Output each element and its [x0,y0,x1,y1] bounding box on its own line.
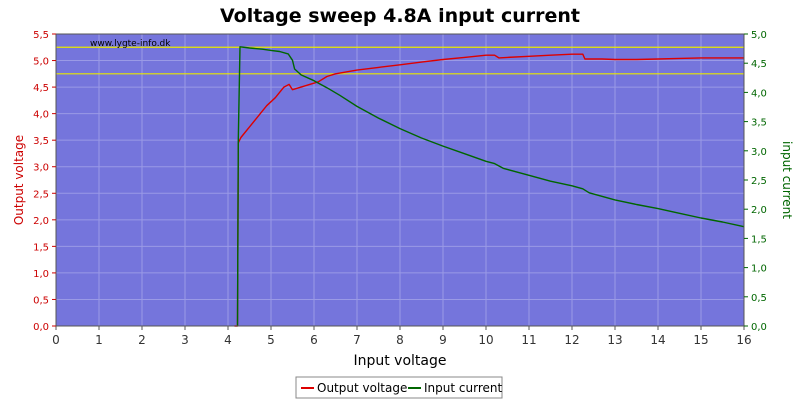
left-tick-label: 3,0 [33,163,49,174]
right-axis-ticks: 0,0 0,5 1,0 1,5 2,0 2,5 3,0 3,5 4,0 4,5 5,0 [744,30,767,333]
x-tick-label: 11 [521,333,536,347]
legend: Output voltage Input current [295,376,503,399]
x-tick-label: 16 [736,333,751,347]
legend-label-output-voltage: Output voltage [317,381,407,395]
right-tick-label: 2,5 [751,176,767,187]
left-axis-ticks: 0,0 0,5 1,0 1,5 2,0 2,5 3,0 3,5 4,0 4,5 5,0 5,5 [33,30,56,333]
x-axis-ticks: 0 1 2 3 4 5 6 7 8 9 10 11 12 13 14 15 16 [52,326,752,347]
x-tick-label: 13 [607,333,622,347]
watermark-text: www.lygte-info.dk [90,39,171,49]
right-tick-label: 3,0 [751,147,767,158]
x-tick-label: 12 [564,333,579,347]
x-tick-label: 1 [95,333,103,347]
series-line-input-current [236,46,745,327]
x-tick-label: 0 [52,333,60,347]
left-tick-label: 2,0 [33,216,49,227]
left-tick-label: 0,5 [33,295,49,306]
right-tick-label: 4,5 [751,59,767,70]
right-tick-label: 5,0 [751,30,767,41]
grid-lines [55,33,745,327]
right-tick-label: 0,5 [751,293,767,304]
x-tick-label: 9 [439,333,447,347]
left-tick-label: 4,0 [33,110,49,121]
x-tick-label: 4 [224,333,232,347]
right-tick-label: 4,0 [751,88,767,99]
x-tick-label: 3 [181,333,189,347]
right-tick-label: 2,0 [751,205,767,216]
left-axis-title: Output voltage [12,135,26,225]
legend-box [295,376,503,399]
left-tick-label: 3,5 [33,136,49,147]
left-tick-label: 4,5 [33,83,49,94]
chart-title: Voltage sweep 4.8A input current [220,5,580,27]
left-tick-label: 5,0 [33,57,49,68]
x-tick-label: 10 [478,333,493,347]
x-tick-label: 15 [693,333,708,347]
x-tick-label: 7 [353,333,361,347]
left-tick-label: 0,0 [33,322,49,333]
x-tick-label: 8 [396,333,404,347]
right-axis-title: input current [780,141,794,219]
right-tick-label: 3,5 [751,118,767,129]
left-tick-label: 2,5 [33,189,49,200]
x-axis-title: Input voltage [353,353,446,369]
right-tick-label: 1,5 [751,234,767,245]
right-tick-label: 1,0 [751,264,767,275]
reference-lines [56,46,744,75]
x-tick-label: 14 [650,333,665,347]
x-tick-label: 6 [310,333,318,347]
left-tick-label: 1,5 [33,242,49,253]
x-tick-label: 2 [138,333,146,347]
left-tick-label: 1,0 [33,269,49,280]
x-tick-label: 5 [267,333,275,347]
left-tick-label: 5,5 [33,30,49,41]
series-line-output-voltage [234,53,744,327]
series-lines [234,46,745,327]
legend-label-input-current: Input current [424,381,502,395]
right-tick-label: 0,0 [751,322,767,333]
